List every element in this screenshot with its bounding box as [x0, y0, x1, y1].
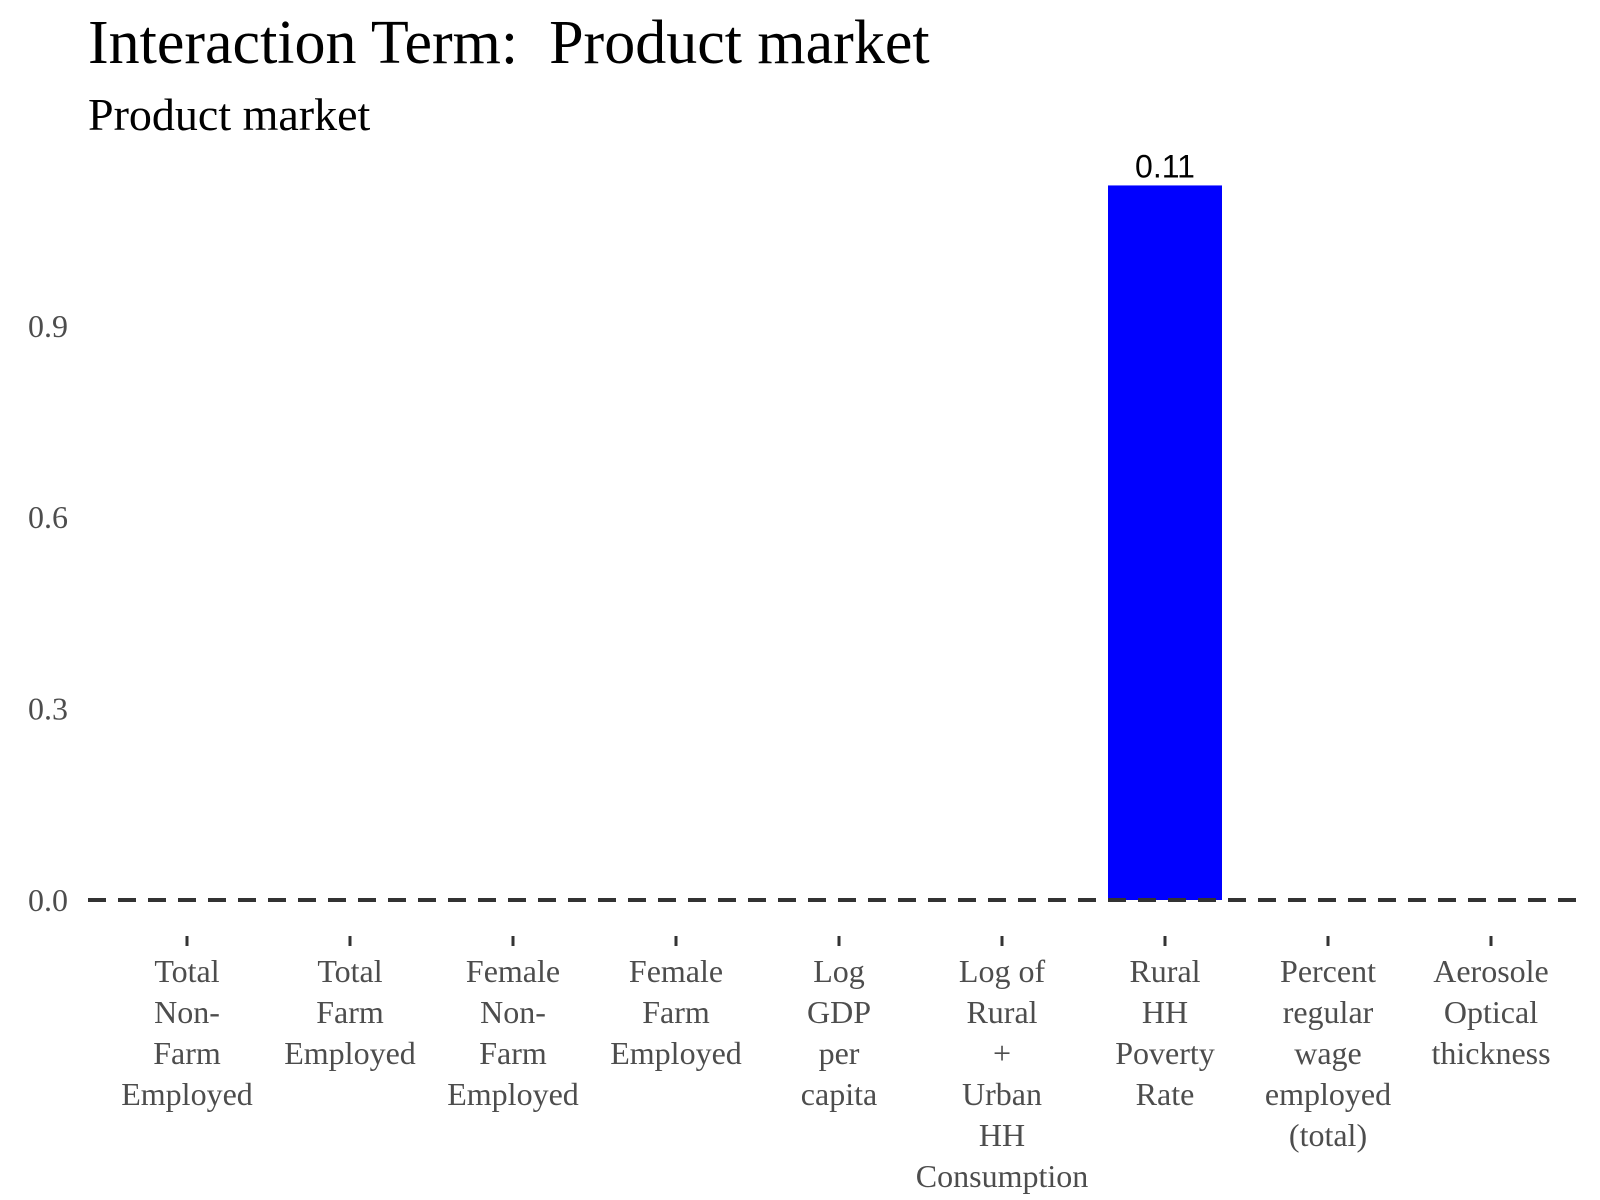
x-tick-label-line: Log of — [959, 953, 1046, 989]
y-axis: 0.0 0.3 0.6 0.9 — [28, 308, 68, 918]
x-tick-label-line: Percent — [1280, 953, 1376, 989]
x-tick-label-line: Total — [154, 953, 219, 989]
y-tick-label: 0.0 — [28, 882, 68, 918]
x-tick-label: Total Farm Employed — [284, 953, 416, 1071]
x-tick-label-line: Rural — [1129, 953, 1200, 989]
x-tick-label-line: Farm — [316, 994, 384, 1030]
x-tick-label-line: capita — [801, 1076, 877, 1112]
x-tick-label-line: Aerosole — [1433, 953, 1549, 989]
x-tick-label-line: HH — [1142, 994, 1188, 1030]
x-tick-label-line: Farm — [153, 1035, 221, 1071]
x-tick-label-line: Total — [317, 953, 382, 989]
x-tick-label: Female Non- Farm Employed — [447, 953, 579, 1112]
x-tick-label-line: Log — [813, 953, 865, 989]
x-tick-label-line: GDP — [807, 994, 871, 1030]
data-labels: 0.11 — [1135, 148, 1195, 184]
x-tick-label-line: Rural — [966, 994, 1037, 1030]
x-tick-label-line: (total) — [1289, 1117, 1367, 1153]
x-tick-label: Log GDP per capita — [801, 953, 877, 1112]
x-tick-label-line: Optical — [1444, 994, 1538, 1030]
chart-subtitle: Product market — [88, 89, 371, 140]
x-tick-label-line: Non- — [480, 994, 546, 1030]
x-tick-label: Percent regular wage employed (total) — [1265, 953, 1391, 1153]
bars — [1108, 185, 1222, 900]
y-tick-label: 0.9 — [28, 308, 68, 344]
x-tick-label-line: thickness — [1431, 1035, 1550, 1071]
x-tick-label-line: Female — [629, 953, 723, 989]
y-tick-label: 0.6 — [28, 499, 68, 535]
x-tick-label-line: wage — [1294, 1035, 1362, 1071]
x-tick-label-line: per — [819, 1035, 860, 1071]
x-tick-label-line: Employed — [121, 1076, 253, 1112]
bar-value-label: 0.11 — [1135, 148, 1195, 184]
x-tick-label-line: Employed — [447, 1076, 579, 1112]
x-tick-label: Total Non- Farm Employed — [121, 953, 253, 1112]
x-tick-label-line: employed — [1265, 1076, 1391, 1112]
x-tick-label-line: Consumption — [916, 1158, 1088, 1194]
y-tick-label: 0.3 — [28, 691, 68, 727]
x-tick-label-line: + — [993, 1035, 1011, 1071]
x-tick-label: Female Farm Employed — [610, 953, 742, 1071]
x-tick-label-line: regular — [1283, 994, 1374, 1030]
x-tick-label-line: Farm — [479, 1035, 547, 1071]
x-tick-label-line: Female — [466, 953, 560, 989]
x-tick-label-line: Farm — [642, 994, 710, 1030]
x-tick-label-line: Non- — [154, 994, 220, 1030]
x-tick-label-line: Poverty — [1115, 1035, 1215, 1071]
x-tick-label-line: Urban — [962, 1076, 1042, 1112]
bar — [1108, 185, 1222, 900]
x-tick-label: Aerosole Optical thickness — [1431, 953, 1550, 1071]
x-tick-label-line: Employed — [610, 1035, 742, 1071]
chart-title: Interaction Term: Product market — [88, 9, 930, 77]
x-tick-label: Rural HH Poverty Rate — [1115, 953, 1215, 1112]
x-tick-label-line: Rate — [1136, 1076, 1195, 1112]
x-tick-label-line: Employed — [284, 1035, 416, 1071]
x-tick-label: Log of Rural + Urban HH Consumption — [916, 953, 1088, 1194]
x-tick-label-line: HH — [979, 1117, 1025, 1153]
